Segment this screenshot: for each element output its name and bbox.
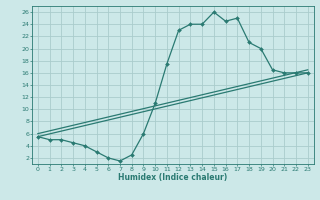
X-axis label: Humidex (Indice chaleur): Humidex (Indice chaleur) — [118, 173, 228, 182]
